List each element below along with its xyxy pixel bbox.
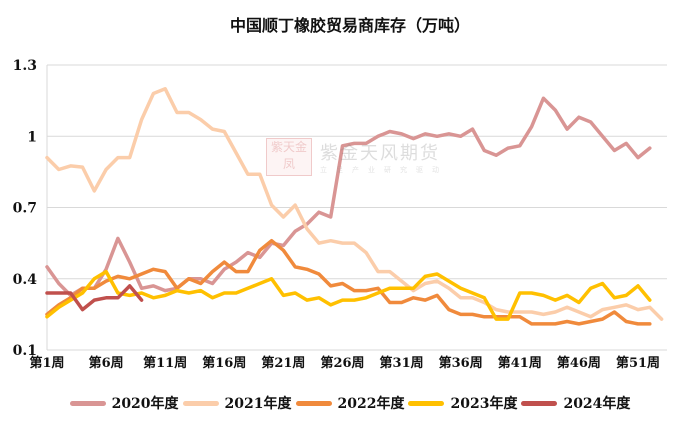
watermark: 紫天金凤 紫金天风期货 立足产业研究驱动	[266, 138, 448, 176]
series-line-2022年度	[45, 238, 652, 326]
legend-item: 2022年度	[295, 393, 405, 413]
legend-label: 2024年度	[563, 396, 631, 412]
legend-swatch	[521, 400, 558, 406]
legend-item: 2020年度	[69, 393, 179, 413]
gridlines	[46, 64, 667, 351]
x-tick-label: 第46周	[557, 355, 601, 371]
legend-swatch	[408, 400, 445, 406]
x-tick-label: 第26周	[320, 355, 364, 371]
legend-label: 2023年度	[450, 396, 518, 412]
chart-title: 中国顺丁橡胶贸易商库存（万吨）	[229, 16, 470, 35]
legend-item: 2021年度	[182, 393, 292, 413]
legend-swatch	[182, 400, 219, 406]
legend-label: 2020年度	[111, 396, 179, 412]
x-tick-label: 第11周	[143, 355, 187, 371]
y-tick-label: 1	[27, 129, 37, 145]
y-axis: 1.3 1 0.7 0.4 0.1	[13, 58, 38, 359]
series-line-2023年度	[45, 269, 652, 321]
series-line-2021年度	[45, 87, 664, 321]
y-tick-label: 0.4	[13, 272, 38, 288]
y-tick-label: 1.3	[13, 58, 37, 74]
x-tick-label: 第1周	[29, 355, 64, 371]
legend-item: 2024年度	[521, 393, 630, 413]
x-tick-label: 第41周	[498, 355, 542, 371]
x-tick-label: 第51周	[616, 355, 660, 371]
series-line-2020年度	[45, 96, 652, 298]
watermark-logo: 紫天金凤	[266, 138, 312, 176]
y-tick-label: 0.1	[13, 343, 37, 359]
legend-item: 2023年度	[408, 393, 517, 413]
watermark-main-text: 紫金天风期货	[320, 143, 440, 164]
series-lines	[45, 87, 664, 326]
legend-swatch	[69, 400, 106, 406]
x-tick-label: 第6周	[89, 355, 124, 371]
x-tick-label: 第31周	[380, 355, 424, 371]
watermark-sub-text: 立足产业研究驱动	[320, 166, 448, 174]
y-tick-label: 0.7	[13, 201, 37, 217]
x-tick-label: 第21周	[261, 355, 305, 371]
series-line-2024年度	[45, 284, 144, 312]
x-tick-label: 第16周	[202, 355, 246, 371]
legend-swatch	[295, 400, 332, 406]
legend: 2020年度 2021年度 2022年度 2023年度 2024年度	[0, 393, 700, 413]
x-axis: 第1周 第6周 第11周 第16周 第21周 第26周 第31周 第36周 第41周 第46周 第5…	[29, 355, 660, 371]
legend-label: 2021年度	[224, 396, 292, 412]
x-tick-label: 第36周	[439, 355, 483, 371]
legend-label: 2022年度	[337, 396, 405, 412]
